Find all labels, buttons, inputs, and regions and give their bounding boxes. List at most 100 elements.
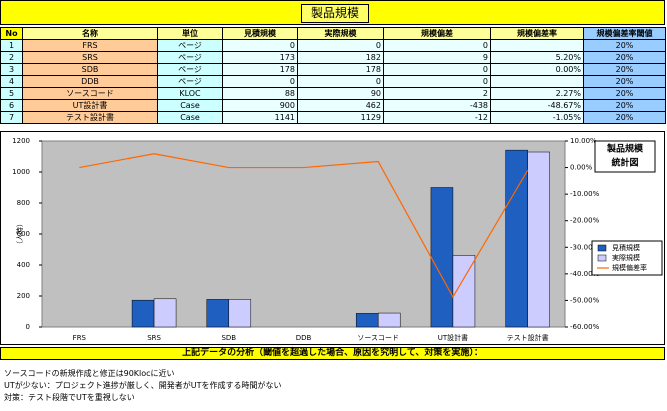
cell: 20% (583, 75, 666, 88)
y2-tick-label: -50.00% (570, 296, 600, 304)
cell: 20% (583, 63, 666, 76)
cell: 6 (0, 99, 23, 112)
cell: 1129 (297, 111, 384, 124)
cell: 462 (297, 99, 384, 112)
y-tick-label: 200 (17, 292, 30, 300)
cell: 3 (0, 63, 23, 76)
x-tick-label: UT設計書 (438, 333, 468, 342)
cell: 88 (222, 87, 298, 100)
chart-title: 製品規模 (606, 143, 644, 155)
cell: -12 (383, 111, 491, 124)
cell: 2 (383, 87, 491, 100)
header-cell: 名称 (22, 27, 158, 40)
cell: 0 (383, 63, 491, 76)
cell: テスト設計書 (22, 111, 158, 124)
bar (131, 299, 155, 328)
cell: KLOC (157, 87, 223, 100)
cell: FRS (22, 39, 158, 52)
plot-area (41, 140, 566, 328)
cell: ページ (157, 75, 223, 88)
cell: Case (157, 111, 223, 124)
table-row: 4 DDB ページ 0 0 0 20% (0, 75, 666, 88)
cell: 20% (583, 99, 666, 112)
cell: ページ (157, 51, 223, 64)
bar (153, 298, 177, 328)
table-row: 6 UT設計書 Case 900 462 -438 -48.67% 20% (0, 99, 666, 112)
page-title: 製品規模 (301, 4, 369, 23)
cell: 5.20% (490, 51, 584, 64)
cell: ページ (157, 39, 223, 52)
legend-label: 見積規模 (612, 243, 640, 252)
header-cell: 規模偏差率 (490, 27, 584, 40)
cell: 900 (222, 99, 298, 112)
header-cell: 実際規模 (297, 27, 384, 40)
cell: 0 (383, 39, 491, 52)
legend-swatch (597, 254, 607, 262)
cell: 1 (0, 39, 23, 52)
legend-label: 規模偏差率 (612, 263, 647, 272)
cell: 5 (0, 87, 23, 100)
x-tick-label: SRS (147, 334, 161, 342)
data-table: No 名称 単位 見積規模 実際規模 規模偏差 規模偏差率 規模偏差率閾値 1 FRS ページ 0 0 0… (0, 27, 666, 124)
cell: 182 (297, 51, 384, 64)
cell: 0 (222, 75, 298, 88)
y-tick-label: 600 (17, 230, 30, 238)
bar (355, 313, 379, 328)
cell: 0 (383, 75, 491, 88)
cell: 2 (0, 51, 23, 64)
bar (206, 299, 230, 328)
chart: 0 200 400 600 800 1000 1200 10.00% 0.00% -10.00% -… (0, 131, 665, 345)
header-cell: 規模偏差率閾値 (583, 27, 666, 40)
chart-title: 統計図 (611, 157, 638, 169)
table-row: 7 テスト設計書 Case 1141 1129 -12 -1.05% 20% (0, 111, 666, 124)
x-tick-label: テスト設計書 (507, 333, 549, 342)
cell: 0 (222, 39, 298, 52)
table-row: 5 ソースコード KLOC 88 90 2 2.27% 20% (0, 87, 666, 100)
cell: 20% (583, 51, 666, 64)
cell: 173 (222, 51, 298, 64)
y-tick-label: 800 (17, 199, 30, 207)
cell: -1.05% (490, 111, 584, 124)
table-row: No 名称 単位 見積規模 実際規模 規模偏差 規模偏差率 規模偏差率閾値 (0, 27, 666, 40)
analysis-line: UTが少ない：プロジェクト進捗が厳しく、開発者がUTを作成する時間がない (4, 381, 282, 390)
legend-swatch (597, 244, 607, 252)
cell: 90 (297, 87, 384, 100)
cell: 178 (297, 63, 384, 76)
header-cell: No (0, 27, 23, 40)
cell: 20% (583, 39, 666, 52)
y2-tick-label: -30.00% (570, 243, 600, 251)
line-series (79, 153, 529, 299)
analysis-line: ソースコードの新規作成と修正は90Klocに近い (4, 369, 175, 378)
y-tick-label: 1000 (12, 168, 30, 176)
chart-title-box (594, 140, 656, 173)
cell: 9 (383, 51, 491, 64)
legend-label: 実際規模 (612, 253, 640, 262)
cell: SDB (22, 63, 158, 76)
header-cell: 単位 (157, 27, 223, 40)
y2-tick-label: -60.00% (570, 323, 600, 331)
cell: 0 (297, 75, 384, 88)
y-tick-label: 1200 (12, 137, 30, 145)
bar (377, 312, 401, 328)
cell (490, 39, 584, 52)
cell: -48.67% (490, 99, 584, 112)
cell: ソースコード (22, 87, 158, 100)
cell: ページ (157, 63, 223, 76)
y2-tick-label: -20.00% (570, 217, 600, 225)
cell: DDB (22, 75, 158, 88)
cell: 1141 (222, 111, 298, 124)
analysis-title: 上記データの分析（閾値を超過した場合、原因を究明して、対策を実施）： (0, 347, 665, 360)
table-row: 1 FRS ページ 0 0 0 20% (0, 39, 666, 52)
x-tick-label: DDB (296, 334, 312, 342)
cell (490, 75, 584, 88)
cell: Case (157, 99, 223, 112)
cell: 178 (222, 63, 298, 76)
table-row: 2 SRS ページ 173 182 9 5.20% 20% (0, 51, 666, 64)
y-tick-label: 0 (26, 323, 30, 331)
header-cell: 見積規模 (222, 27, 298, 40)
y2-tick-label: -10.00% (570, 190, 600, 198)
cell: 20% (583, 87, 666, 100)
cell: 4 (0, 75, 23, 88)
y-tick-label: 400 (17, 261, 30, 269)
